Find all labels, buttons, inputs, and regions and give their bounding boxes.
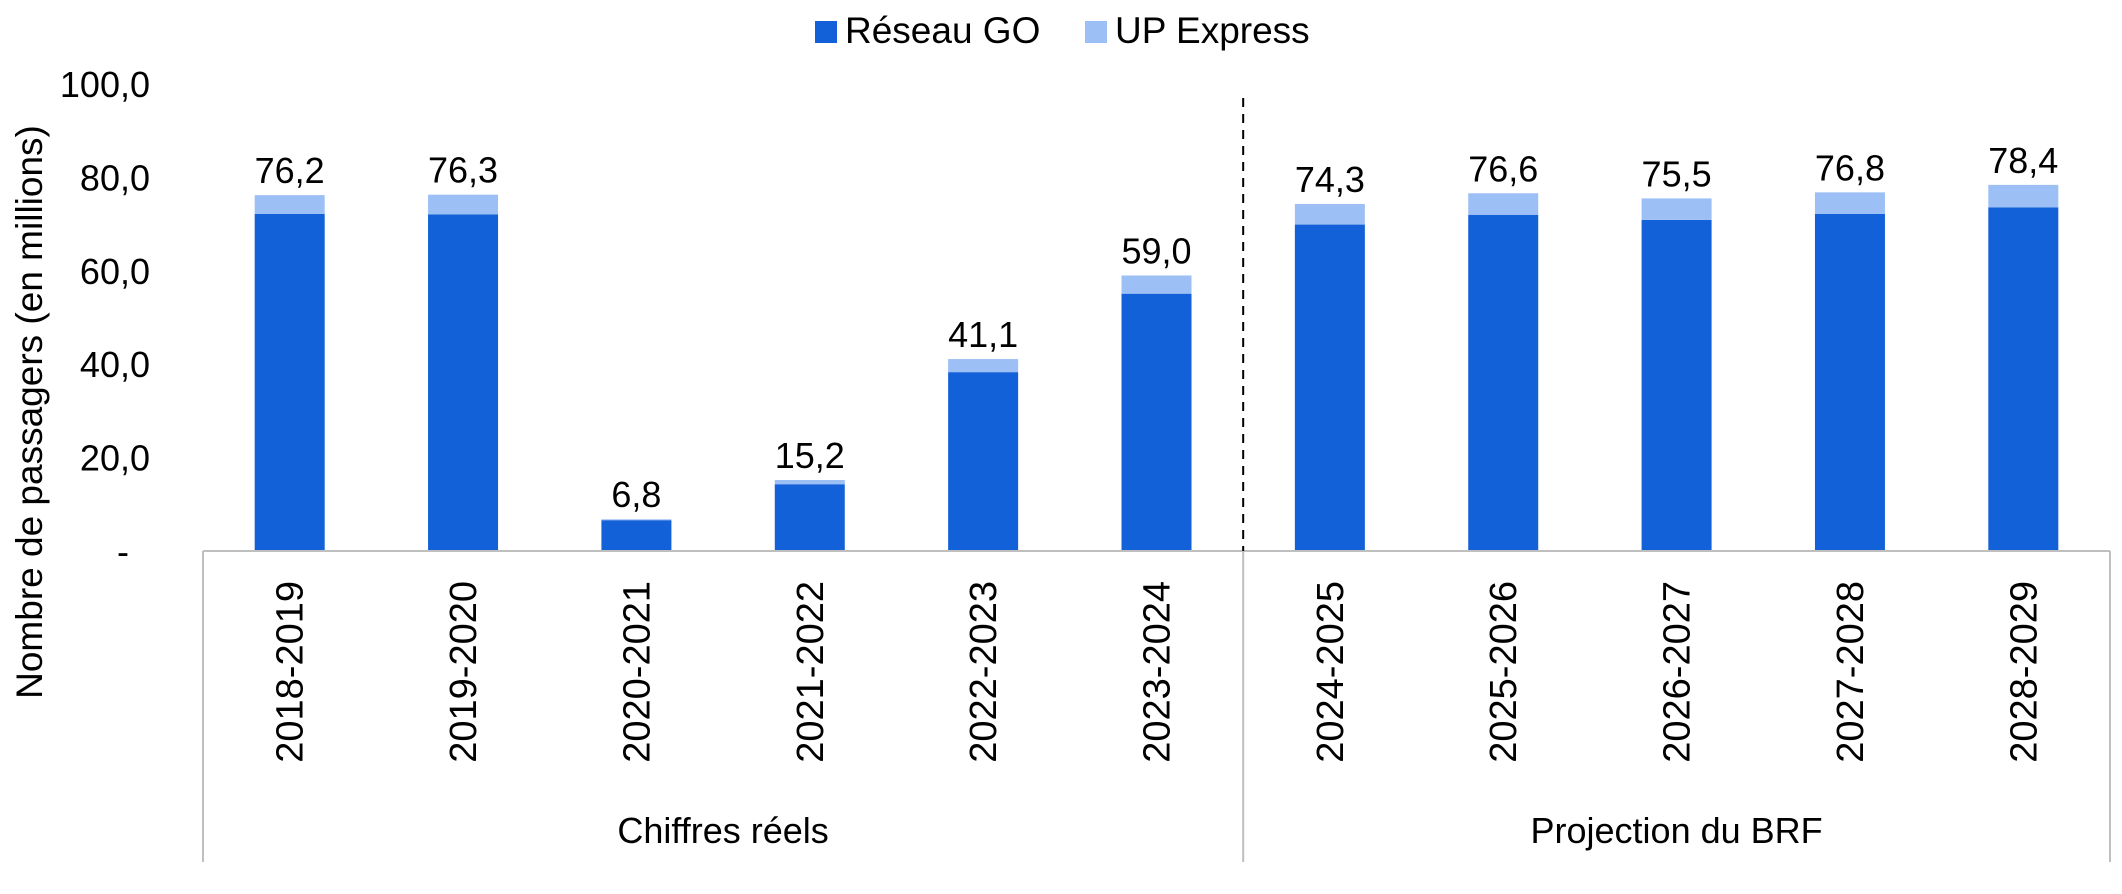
bar-segment: [1814, 192, 1885, 214]
x-tick-label: 2027-2028: [1830, 581, 1872, 763]
bar-segment: [601, 520, 672, 551]
bar-segment: [1468, 214, 1539, 551]
legend-swatch: [1085, 21, 1107, 43]
x-tick-label: 2023-2024: [1137, 581, 1179, 763]
y-tick-label: 40,0: [80, 344, 150, 385]
legend-entry: Réseau GO: [845, 10, 1040, 51]
bar-total-label: 41,1: [948, 314, 1018, 355]
bar-segment: [774, 480, 845, 485]
x-tick-label: 2019-2020: [443, 581, 485, 763]
x-tick-label: 2026-2027: [1657, 581, 1699, 763]
y-tick-label: -: [117, 531, 129, 572]
bar-segment: [1121, 275, 1192, 294]
bar-segment: [1294, 224, 1365, 551]
legend-entry: UP Express: [1115, 10, 1310, 51]
bar-segment: [254, 213, 325, 552]
bar-total-label: 59,0: [1121, 230, 1191, 271]
bar-total-label: 6,8: [611, 474, 661, 515]
bar-segment: [1294, 204, 1365, 225]
bar-total-label: 76,2: [255, 150, 325, 191]
bar-segment: [1641, 219, 1712, 551]
y-tick-label: 100,0: [60, 64, 150, 105]
group-label: Chiffres réels: [617, 810, 828, 851]
x-tick-label: 2020-2021: [616, 581, 658, 763]
bar-total-label: 74,3: [1295, 159, 1365, 200]
bar-segment: [428, 194, 499, 215]
bar-segment: [1641, 198, 1712, 220]
group-label: Projection du BRF: [1531, 810, 1823, 851]
bar-total-label: 76,6: [1468, 148, 1538, 189]
bar-segment: [948, 372, 1019, 551]
y-tick-label: 60,0: [80, 251, 150, 292]
y-tick-label: 80,0: [80, 157, 150, 198]
x-tick-label: 2025-2026: [1483, 581, 1525, 763]
bar-segment: [1468, 193, 1539, 215]
bar-segment: [1814, 213, 1885, 552]
bar-segment: [428, 214, 499, 551]
bar-total-label: 76,8: [1815, 147, 1885, 188]
bar-segment: [1121, 293, 1192, 551]
x-tick-label: 2028-2029: [2003, 581, 2045, 763]
bar-segment: [1988, 207, 2059, 551]
bar-segment: [1988, 184, 2059, 208]
x-tick-label: 2024-2025: [1310, 581, 1352, 763]
bar-total-label: 76,3: [428, 150, 498, 191]
x-tick-label: 2021-2022: [790, 581, 832, 763]
y-tick-label: 20,0: [80, 438, 150, 479]
bar-total-label: 15,2: [775, 435, 845, 476]
x-tick-label: 2018-2019: [270, 581, 312, 763]
bar-total-label: 75,5: [1642, 153, 1712, 194]
bar-segment: [601, 519, 672, 521]
y-axis-title: Nombre de passagers (en millions): [9, 125, 50, 699]
bar-total-label: 78,4: [1988, 140, 2058, 181]
bar-segment: [254, 195, 325, 214]
bar-segment: [948, 359, 1019, 373]
x-tick-label: 2022-2023: [963, 581, 1005, 763]
bar-segment: [774, 484, 845, 551]
legend-swatch: [815, 21, 837, 43]
